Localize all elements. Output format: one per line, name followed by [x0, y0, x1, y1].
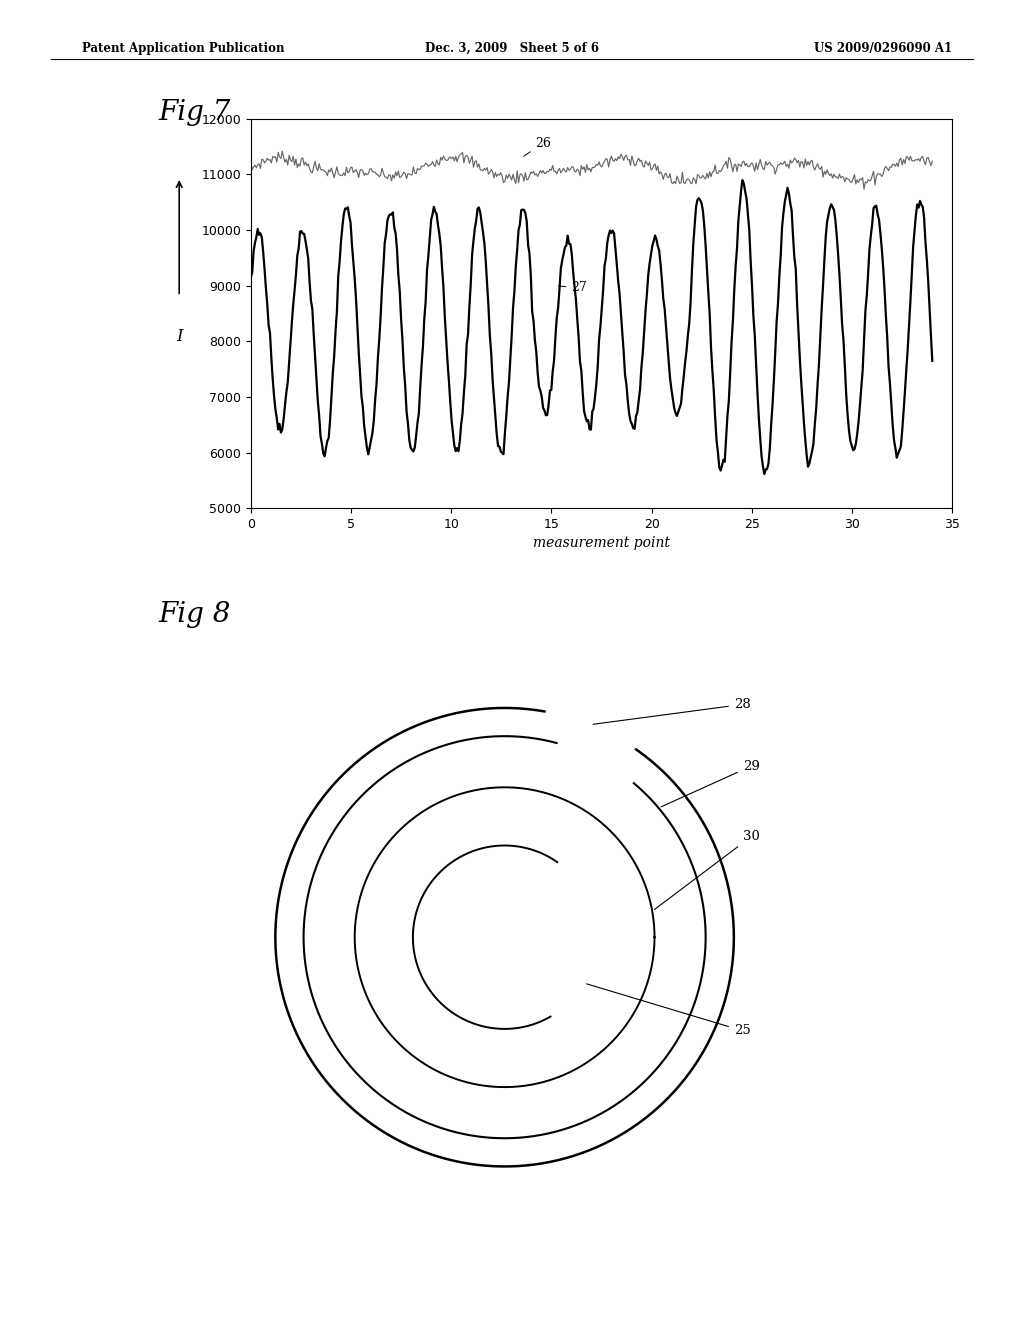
- Text: 29: 29: [662, 760, 760, 807]
- Text: 27: 27: [558, 281, 588, 294]
- Text: 25: 25: [587, 983, 751, 1038]
- Text: Dec. 3, 2009   Sheet 5 of 6: Dec. 3, 2009 Sheet 5 of 6: [425, 42, 599, 55]
- Text: I: I: [176, 329, 182, 345]
- Text: US 2009/0296090 A1: US 2009/0296090 A1: [814, 42, 952, 55]
- Text: Fig 7: Fig 7: [159, 99, 231, 125]
- Text: 30: 30: [654, 830, 760, 909]
- X-axis label: measurement point: measurement point: [534, 536, 670, 550]
- Text: Patent Application Publication: Patent Application Publication: [82, 42, 285, 55]
- Text: 26: 26: [523, 136, 551, 156]
- Text: Fig 8: Fig 8: [159, 601, 231, 627]
- Text: 28: 28: [593, 698, 751, 725]
